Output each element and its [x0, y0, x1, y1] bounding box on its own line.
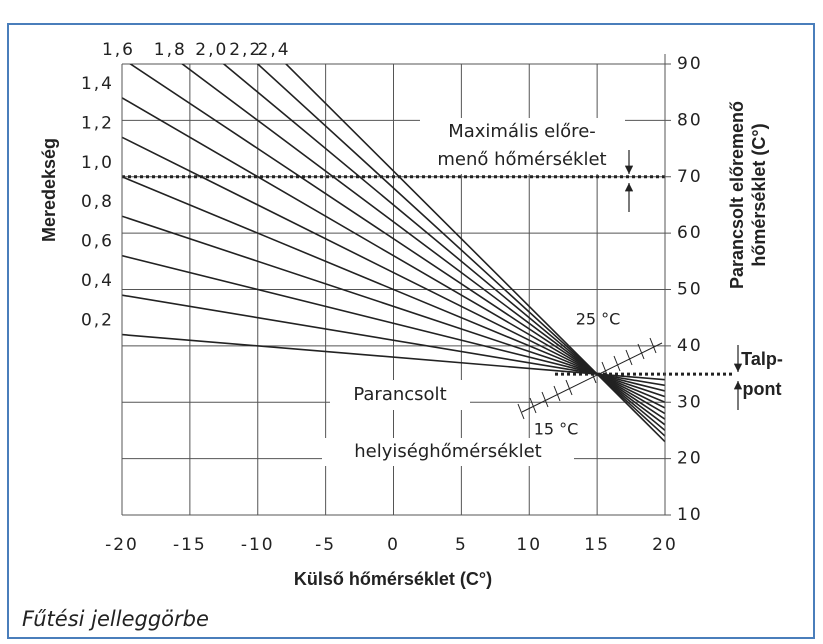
- label-bg: [322, 438, 574, 466]
- curve-label: 1,4: [81, 74, 114, 94]
- x-axis-title: Külső hőmérséklet (C°): [294, 569, 492, 589]
- curve-label: 2,0: [195, 40, 228, 60]
- annotation: Talp-: [741, 349, 783, 369]
- y-axis-title: Meredekség: [39, 138, 59, 242]
- annotation: helyiséghőmérséklet: [354, 441, 541, 462]
- curve-label: 0,6: [81, 232, 114, 252]
- y2-tick-label: 70: [677, 167, 703, 187]
- annotation: 15 °C: [534, 420, 579, 439]
- x-tick-label: -5: [315, 535, 336, 555]
- y2-axis-title: Parancsolt előremenő: [727, 101, 747, 289]
- label-bg: [420, 118, 625, 174]
- curve-label: 1,6: [102, 40, 135, 60]
- curve-label: 1,8: [154, 40, 187, 60]
- curve-label: 1,0: [81, 153, 114, 173]
- y2-tick-label: 40: [677, 336, 703, 356]
- caption: Fűtési jelleggörbe: [22, 607, 209, 631]
- room-temp-scale: [517, 337, 663, 420]
- curve-label: 0,8: [81, 192, 114, 212]
- annotation: Parancsolt: [353, 384, 446, 405]
- label-bg: [330, 380, 470, 410]
- x-tick-label: -20: [105, 535, 139, 555]
- curve-label: 2,4: [258, 40, 291, 60]
- curve-label: 1,2: [81, 113, 114, 133]
- curve-label: 0,4: [81, 271, 114, 291]
- y2-tick-label: 90: [677, 54, 703, 74]
- x-tick-label: 10: [516, 535, 542, 555]
- y2-tick-label: 30: [677, 392, 703, 412]
- y2-tick-label: 50: [677, 280, 703, 300]
- annotation: 25 °C: [576, 310, 621, 329]
- y2-tick-label: 60: [677, 223, 703, 243]
- x-tick-label: 20: [652, 535, 678, 555]
- arrows: [624, 150, 743, 410]
- curve-label: 0,2: [81, 311, 114, 331]
- y2-axis-title: hőmérséklet (C°): [749, 123, 769, 266]
- x-tick-label: 15: [584, 535, 610, 555]
- x-tick-label: -10: [241, 535, 275, 555]
- x-tick-label: 0: [387, 535, 400, 555]
- curve-label: 2,2: [229, 40, 262, 60]
- annotation: pont: [743, 379, 782, 399]
- annotation: Maximális előre-: [448, 121, 596, 142]
- x-tick-label: 5: [455, 535, 468, 555]
- annotation: menő hőmérséklet: [437, 149, 606, 170]
- frame: [7, 23, 815, 639]
- y2-tick-label: 80: [677, 110, 703, 130]
- x-tick-label: -15: [173, 535, 207, 555]
- y2-tick-label: 10: [677, 505, 703, 525]
- y2-tick-label: 20: [677, 449, 703, 469]
